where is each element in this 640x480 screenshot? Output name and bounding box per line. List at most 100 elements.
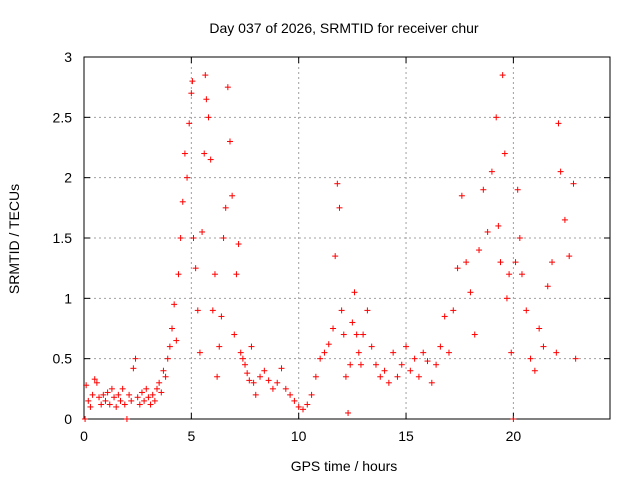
data-point — [433, 361, 440, 368]
data-point — [149, 391, 156, 398]
data-point — [121, 401, 128, 408]
axes-frame — [83, 56, 611, 420]
data-point — [357, 361, 364, 368]
data-point — [411, 355, 418, 362]
y-tick-label: 0 — [64, 411, 72, 427]
data-point — [83, 382, 90, 389]
data-point — [123, 416, 130, 422]
data-point — [218, 313, 225, 320]
data-point — [196, 349, 203, 356]
y-axis-label: SRMTID / TECUs — [6, 184, 22, 294]
data-point — [113, 403, 120, 410]
data-point — [499, 72, 506, 79]
data-point — [398, 361, 405, 368]
data-point — [134, 394, 141, 401]
y-tick-label: 1 — [64, 290, 72, 306]
data-point — [153, 385, 160, 392]
x-tick-label: 15 — [398, 428, 414, 444]
data-point — [100, 391, 107, 398]
data-point — [177, 235, 184, 241]
data-point — [166, 343, 173, 350]
data-point — [353, 331, 360, 338]
data-point — [151, 397, 158, 404]
data-point — [544, 283, 551, 290]
y-tick-label: 2 — [64, 170, 72, 186]
data-point — [368, 343, 375, 350]
data-point — [169, 325, 176, 332]
data-point — [93, 379, 100, 386]
y-tick-label: 3 — [64, 49, 72, 65]
data-point — [226, 138, 233, 145]
data-point — [192, 265, 199, 272]
data-point — [117, 397, 124, 404]
data-point — [136, 401, 143, 408]
data-point — [162, 373, 169, 380]
data-point — [98, 401, 105, 408]
data-point — [91, 376, 98, 383]
data-point — [347, 361, 354, 368]
data-point — [566, 253, 573, 260]
data-point — [493, 114, 500, 121]
data-point — [501, 150, 508, 157]
data-point — [572, 355, 579, 362]
data-point — [467, 289, 474, 296]
data-point — [355, 349, 362, 356]
data-point — [317, 355, 324, 362]
data-point — [299, 406, 306, 413]
data-point — [342, 373, 349, 380]
data-series-srmtid — [82, 72, 579, 422]
data-point — [304, 401, 311, 408]
data-point — [332, 253, 339, 260]
data-point — [252, 391, 259, 398]
data-point — [437, 343, 444, 350]
y-tick-label: 0.5 — [53, 351, 73, 367]
data-point — [179, 198, 186, 205]
data-point — [188, 90, 195, 97]
data-point — [126, 391, 133, 398]
data-point — [523, 307, 530, 314]
data-point — [338, 307, 345, 314]
data-point — [476, 247, 483, 254]
data-point — [222, 204, 229, 211]
data-point — [282, 385, 289, 392]
data-point — [495, 222, 502, 229]
data-point — [557, 168, 564, 175]
data-point — [407, 367, 414, 374]
data-point — [330, 325, 337, 332]
data-point — [224, 84, 231, 91]
data-point — [216, 343, 223, 350]
data-point — [484, 228, 491, 235]
data-point — [518, 271, 525, 278]
data-point — [257, 373, 264, 380]
data-point — [145, 394, 152, 401]
data-point — [345, 409, 352, 416]
data-point — [250, 379, 257, 386]
data-point — [454, 265, 461, 272]
data-point — [147, 401, 154, 408]
data-point — [385, 379, 392, 386]
data-point — [199, 228, 206, 235]
data-point — [561, 216, 568, 223]
data-point — [390, 349, 397, 356]
data-point — [203, 96, 210, 103]
data-point — [261, 367, 268, 374]
data-point — [231, 331, 238, 338]
tick-labels: 0 5 10 15 20 0 0.5 1 1.5 2 2.5 3 — [53, 49, 522, 444]
data-point — [156, 379, 163, 386]
data-point — [321, 349, 328, 356]
x-tick-label: 5 — [187, 428, 195, 444]
data-point — [445, 349, 452, 356]
data-point — [450, 307, 457, 314]
data-point — [214, 373, 221, 380]
data-point — [503, 295, 510, 302]
data-point — [458, 192, 465, 199]
data-point — [287, 391, 294, 398]
data-point — [480, 186, 487, 193]
data-point — [202, 72, 209, 79]
data-point — [291, 397, 298, 404]
data-point — [189, 78, 196, 85]
data-point — [516, 235, 523, 241]
data-point — [506, 271, 513, 278]
data-point — [514, 186, 521, 193]
